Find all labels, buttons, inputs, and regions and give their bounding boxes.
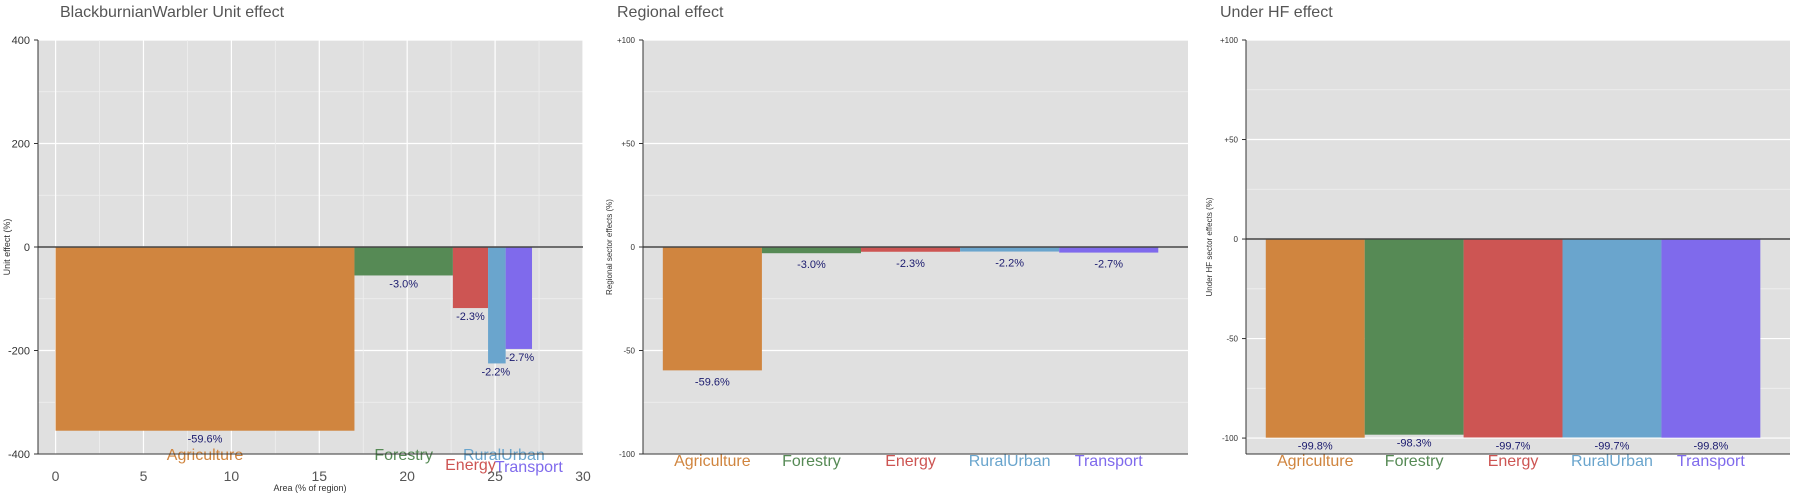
value-label-agriculture: -99.8% xyxy=(1298,441,1333,453)
category-label-forestry: Forestry xyxy=(1385,453,1444,470)
y-tick-label: -50 xyxy=(1226,335,1238,344)
x-axis-title: Area (% of region) xyxy=(273,483,346,493)
y-tick-label: -100 xyxy=(1222,434,1239,443)
bar-forestry xyxy=(354,247,453,276)
y-tick-label: +100 xyxy=(617,36,636,45)
y-tick-label: -50 xyxy=(623,347,635,356)
unit-effect-title: BlackburnianWarbler Unit effect xyxy=(60,4,285,21)
value-label-ruralurban: -2.2% xyxy=(995,258,1024,270)
category-label-transport: Transport xyxy=(495,459,563,476)
bar-transport xyxy=(1059,247,1159,253)
y-axis-title: Under HF sector effects (%) xyxy=(1205,197,1214,296)
y-tick-label: 0 xyxy=(631,243,636,252)
category-label-energy: Energy xyxy=(1488,453,1539,470)
bar-forestry xyxy=(1364,239,1464,435)
x-tick-label: 15 xyxy=(312,468,328,484)
y-tick-label: 0 xyxy=(1234,235,1239,244)
value-label-transport: -2.7% xyxy=(1094,259,1123,271)
y-tick-label: 400 xyxy=(12,35,30,47)
value-label-energy: -2.3% xyxy=(456,311,485,323)
category-label-ruralurban: RuralUrban xyxy=(969,453,1051,470)
y-tick-label: -100 xyxy=(619,450,636,459)
value-label-ruralurban: -2.2% xyxy=(481,366,510,378)
bar-transport xyxy=(1661,239,1761,438)
y-tick-label: 0 xyxy=(24,242,30,254)
y-tick-label: +50 xyxy=(1224,136,1238,145)
category-label-agriculture: Agriculture xyxy=(1277,453,1354,470)
bar-forestry xyxy=(761,247,861,254)
bar-agriculture xyxy=(662,247,762,371)
category-label-agriculture: Agriculture xyxy=(167,447,244,464)
regional-effect-title: Regional effect xyxy=(617,4,724,21)
y-tick-label: +50 xyxy=(621,140,635,149)
value-label-energy: -2.3% xyxy=(896,258,925,270)
value-label-transport: -2.7% xyxy=(505,352,534,364)
category-label-energy: Energy xyxy=(445,457,496,474)
category-label-forestry: Forestry xyxy=(374,447,433,464)
x-tick-label: 0 xyxy=(52,468,60,484)
under-hf-effect-title: Under HF effect xyxy=(1220,4,1333,21)
unit-effect-chart: -59.6% -3.0% -2.3% -2.2% -2.7% Agriculture For… xyxy=(2,35,591,493)
x-tick-label: 10 xyxy=(224,468,240,484)
category-label-transport: Transport xyxy=(1677,453,1745,470)
x-tick-label: 5 xyxy=(140,468,148,484)
value-label-forestry: -98.3% xyxy=(1397,438,1432,450)
y-tick-label: 200 xyxy=(12,139,30,151)
y-tick-label: +100 xyxy=(1220,36,1239,45)
regional-effect-chart: -59.6% Agriculture -3.0% Forestry -2.3% Energ… xyxy=(605,36,1188,470)
value-label-ruralurban: -99.7% xyxy=(1595,440,1630,452)
bar-agriculture xyxy=(55,247,355,431)
category-label-ruralurban: RuralUrban xyxy=(1571,453,1653,470)
regional-effect-panel: Regional effect -59.6% Agriculture -3.0% Fo… xyxy=(600,0,1200,500)
bar-ruralurban xyxy=(488,247,506,364)
under-hf-effect-chart: -99.8%Agriculture-98.3%Forestry-99.7%Ene… xyxy=(1205,36,1790,470)
under-hf-effect-panel: Under HF effect -99.8% Agriculture -98.3% F… xyxy=(1200,0,1800,500)
y-tick-label: -200 xyxy=(8,346,30,358)
x-tick-label: 20 xyxy=(399,468,415,484)
category-label-ruralurban: RuralUrban xyxy=(463,447,545,464)
y-axis-title: Regional sector effects (%) xyxy=(605,199,614,295)
bar-transport xyxy=(505,247,533,349)
category-label-agriculture: Agriculture xyxy=(674,453,751,470)
y-axis-title: Unit effect (%) xyxy=(2,219,12,276)
x-tick-label: 25 xyxy=(487,468,503,484)
category-label-energy: Energy xyxy=(885,453,936,470)
y-tick-label: -400 xyxy=(8,449,30,461)
unit-effect-panel: BlackburnianWarbler Unit effect -59.6% -3… xyxy=(0,0,600,500)
value-label-agriculture: -59.6% xyxy=(695,376,730,388)
category-label-forestry: Forestry xyxy=(782,453,841,470)
value-label-energy: -99.7% xyxy=(1496,440,1531,452)
bar-energy xyxy=(1463,239,1563,438)
category-label-transport: Transport xyxy=(1075,453,1143,470)
bar-ruralurban xyxy=(1562,239,1662,438)
value-label-agriculture: -59.6% xyxy=(188,434,223,446)
bar-energy xyxy=(861,247,961,252)
value-label-forestry: -3.0% xyxy=(389,278,418,290)
x-tick-label: 30 xyxy=(575,468,591,484)
value-label-forestry: -3.0% xyxy=(797,259,826,271)
bar-energy xyxy=(452,247,489,309)
value-label-transport: -99.8% xyxy=(1693,441,1728,453)
bar-agriculture xyxy=(1265,239,1365,438)
bar-ruralurban xyxy=(960,247,1060,252)
